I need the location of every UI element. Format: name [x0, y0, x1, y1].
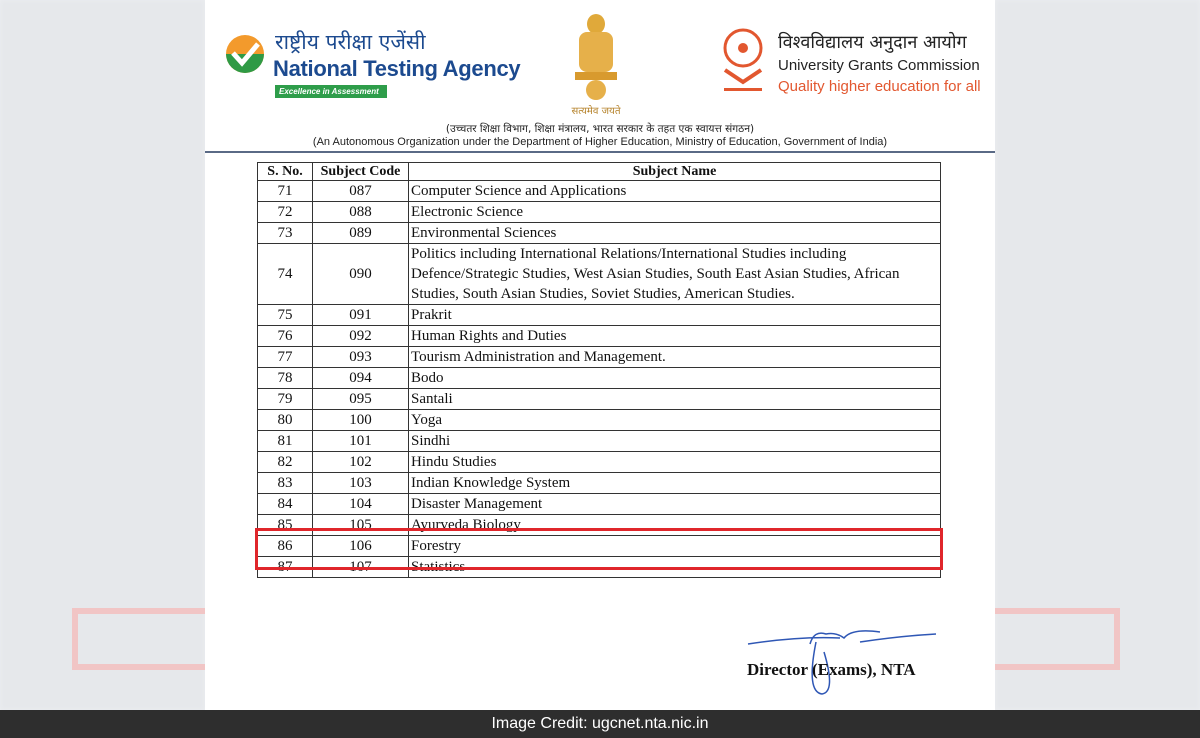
subtitle-hindi: (उच्चतर शिक्षा विभाग, शिक्षा मंत्रालय, भ…	[445, 123, 755, 135]
document-page: राष्ट्रीय परीक्षा एजेंसी National Testin…	[205, 0, 995, 710]
cell-name: Hindu Studies	[408, 451, 941, 473]
cell-code: 103	[312, 472, 409, 494]
cell-code: 089	[312, 222, 409, 244]
cell-sno: 74	[257, 243, 313, 305]
cell-sno: 77	[257, 346, 313, 368]
cell-name: Prakrit	[408, 304, 941, 326]
cell-code: 092	[312, 325, 409, 347]
table-row: 74 090 Politics including International Re…	[257, 243, 941, 305]
header-code: Subject Code	[312, 162, 409, 181]
nta-name-english: National Testing Agency	[273, 56, 521, 81]
table-row: 73 089 Environmental Sciences	[257, 222, 941, 244]
blurred-highlight-left	[72, 608, 212, 670]
cell-sno: 78	[257, 367, 313, 389]
cell-name: Human Rights and Duties	[408, 325, 941, 347]
highlight-box	[255, 528, 943, 570]
ugc-name-hindi: विश्वविद्यालय अनुदान आयोग	[778, 32, 967, 53]
nta-logo-icon	[226, 35, 264, 73]
signature-image	[747, 630, 937, 695]
table-row: 79 095 Santali	[257, 388, 941, 410]
cell-name: Environmental Sciences	[408, 222, 941, 244]
cell-sno: 80	[257, 409, 313, 431]
cell-name: Indian Knowledge System	[408, 472, 941, 494]
cell-sno: 73	[257, 222, 313, 244]
table-row: 77 093 Tourism Administration and Manageme…	[257, 346, 941, 368]
cell-code: 087	[312, 180, 409, 202]
cell-name: Computer Science and Applications	[408, 180, 941, 202]
cell-name: Bodo	[408, 367, 941, 389]
cell-code: 101	[312, 430, 409, 452]
cell-code: 094	[312, 367, 409, 389]
blurred-background-left	[0, 0, 205, 710]
cell-sno: 76	[257, 325, 313, 347]
header-sno: S. No.	[257, 162, 313, 181]
cell-sno: 83	[257, 472, 313, 494]
table-row: 86 106 Forestry	[257, 535, 941, 557]
cell-name: Politics including International Relatio…	[408, 243, 941, 305]
cell-name: Sindhi	[408, 430, 941, 452]
cell-code: 091	[312, 304, 409, 326]
table-row: 83 103 Indian Knowledge System	[257, 472, 941, 494]
table-row: 81 101 Sindhi	[257, 430, 941, 452]
cell-sno: 84	[257, 493, 313, 515]
nta-name-hindi: राष्ट्रीय परीक्षा एजेंसी	[275, 30, 426, 54]
table-header-row: S. No. Subject Code Subject Name	[257, 162, 941, 181]
cell-sno: 79	[257, 388, 313, 410]
cell-code: 093	[312, 346, 409, 368]
ugc-logo-icon	[723, 28, 763, 91]
national-emblem-icon	[575, 14, 617, 100]
cell-name: Santali	[408, 388, 941, 410]
header-divider	[205, 151, 995, 153]
blurred-highlight-right	[990, 608, 1120, 670]
cell-code: 095	[312, 388, 409, 410]
header-name: Subject Name	[408, 162, 941, 181]
signatory-designation: Director (Exams), NTA	[747, 660, 916, 679]
cell-code: 104	[312, 493, 409, 515]
blurred-background-right	[995, 0, 1200, 710]
cell-code: 106	[312, 535, 409, 557]
table-row: 71 087 Computer Science and Applications	[257, 180, 941, 202]
cell-sno: 82	[257, 451, 313, 473]
table-row: 76 092 Human Rights and Duties	[257, 325, 941, 347]
table-row: 72 088 Electronic Science	[257, 201, 941, 223]
cell-name: Electronic Science	[408, 201, 941, 223]
cell-sno: 81	[257, 430, 313, 452]
table-row: 75 091 Prakrit	[257, 304, 941, 326]
table-row: 84 104 Disaster Management	[257, 493, 941, 515]
ugc-tagline: Quality higher education for all	[778, 78, 981, 95]
cell-code: 100	[312, 409, 409, 431]
cell-name: Tourism Administration and Management.	[408, 346, 941, 368]
cell-name: Disaster Management	[408, 493, 941, 515]
cell-sno: 75	[257, 304, 313, 326]
cell-name: Yoga	[408, 409, 941, 431]
emblem-motto: सत्यमेव जयते	[571, 106, 621, 117]
image-credit: Image Credit: ugcnet.nta.nic.in	[0, 710, 1200, 738]
subtitle-english: (An Autonomous Organization under the De…	[312, 136, 888, 148]
cell-sno: 71	[257, 180, 313, 202]
cell-sno: 72	[257, 201, 313, 223]
table-row: 80 100 Yoga	[257, 409, 941, 431]
cell-code: 102	[312, 451, 409, 473]
ugc-name-english: University Grants Commission	[778, 57, 980, 74]
cell-code: 088	[312, 201, 409, 223]
nta-tagline: Excellence in Assessment	[275, 85, 387, 98]
cell-code: 090	[312, 243, 409, 305]
subjects-table: S. No. Subject Code Subject Name 71 087 Co…	[257, 162, 941, 578]
table-row: 78 094 Bodo	[257, 367, 941, 389]
table-row: 82 102 Hindu Studies	[257, 451, 941, 473]
